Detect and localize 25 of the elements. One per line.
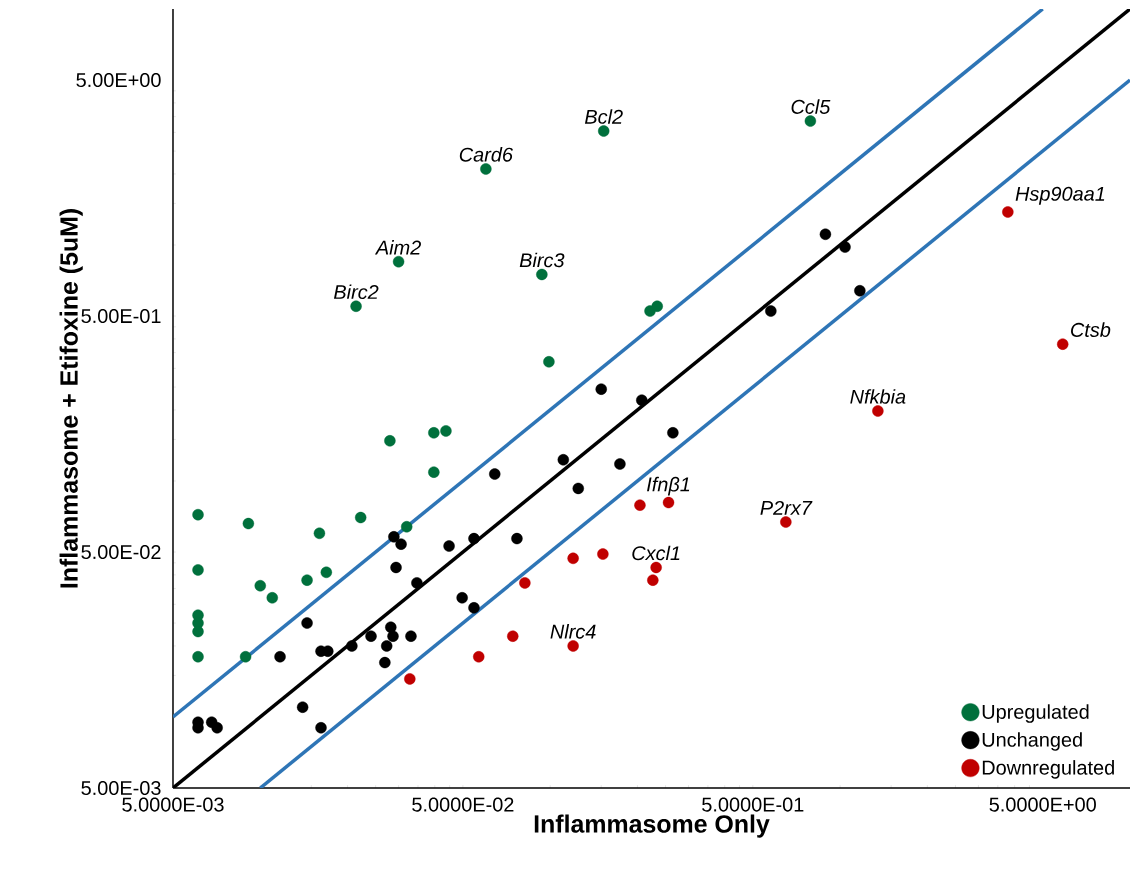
annotation: Ifnβ1 <box>647 476 690 496</box>
annotation: Nlrc4 <box>550 624 596 639</box>
y-tick-label: 5.00E-03 <box>81 780 161 796</box>
x-tick-label: 5.0000E-03 <box>122 797 224 812</box>
annotation: P2rx7 <box>760 500 813 515</box>
y-tick-label: 5.00E-02 <box>81 544 161 560</box>
y-tick-label: 5.00E-01 <box>81 308 161 324</box>
x-axis-title: Inflammasome Only <box>534 814 770 838</box>
x-tick-label: 5.0000E+00 <box>989 797 1096 812</box>
legend-label: Downregulated <box>982 760 1114 779</box>
annotation: Bcl2 <box>584 109 623 124</box>
x-tick-label: 5.0000E-02 <box>412 797 514 812</box>
annotation: Birc2 <box>333 284 379 300</box>
annotation: Aim2 <box>374 240 421 255</box>
annotation: Card6 <box>459 147 513 162</box>
annotation: Ctsb <box>1071 322 1111 337</box>
legend-label: Upregulated <box>982 704 1089 723</box>
annotation: Hsp90aa1 <box>1015 186 1105 205</box>
x-tick-label: 5.0000E-01 <box>702 797 804 812</box>
annotation: Birc3 <box>519 252 565 268</box>
y-tick-label: 5.00E+00 <box>76 72 161 88</box>
annotation: Cxcl1 <box>632 545 680 561</box>
annotation: Nfkbia <box>850 389 906 404</box>
annotation: Ccl5 <box>791 99 831 114</box>
legend-label: Unchanged <box>982 732 1082 751</box>
